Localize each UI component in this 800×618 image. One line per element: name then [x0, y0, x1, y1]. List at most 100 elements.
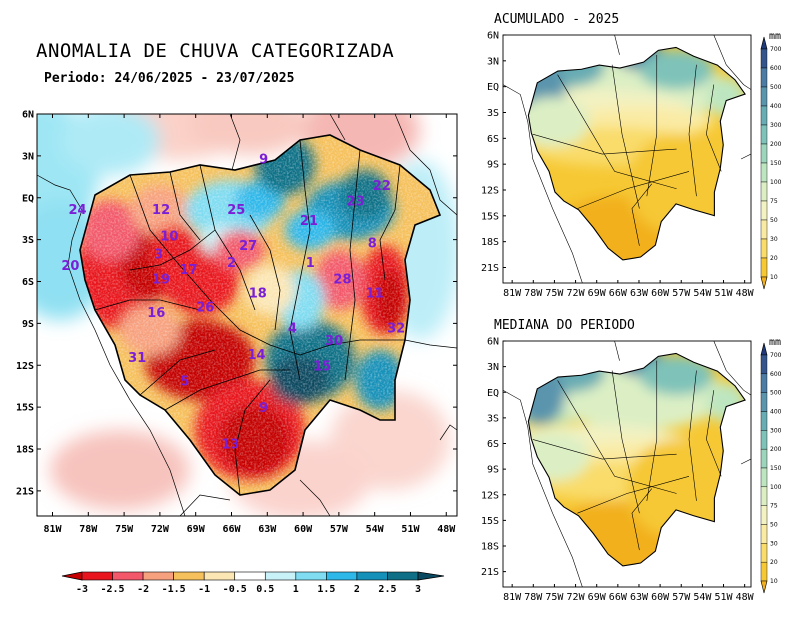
basin-label: 21 [300, 214, 318, 229]
lon-tick: 78W [524, 592, 543, 603]
basin-outline [527, 46, 746, 261]
precip-colorbar: mm 700 600 500 400 300 200 150 100 75 50 30 20 10 [760, 337, 782, 594]
boundaries [527, 46, 746, 261]
basin-label: 28 [333, 273, 351, 288]
main-lat-tick: 12S [16, 361, 34, 372]
colorbar-label: 600 [770, 371, 782, 378]
colorbar-cell [112, 571, 144, 581]
main-map-frame [36, 113, 458, 517]
precip-field [503, 35, 751, 283]
colorbar-label: 1 [293, 584, 299, 595]
basin-label: 31 [128, 351, 146, 366]
colorbar-label: 600 [770, 65, 782, 72]
colorbar-cell [760, 181, 768, 202]
lat-tick: 6S [487, 134, 499, 145]
boundaries [79, 134, 442, 496]
basin-label: 4 [288, 322, 297, 337]
colorbar-cell [760, 373, 768, 393]
colorbar-cell [760, 354, 768, 375]
main-lon-tick: 63W [258, 524, 277, 535]
basin-outline [527, 352, 746, 567]
basin-label: 13 [221, 437, 239, 452]
colorbar-cell [760, 561, 768, 582]
colorbar-unit: mm [769, 31, 781, 42]
colorbar-cell [760, 219, 768, 240]
colorbar-cell [760, 105, 768, 126]
colorbar-cell [760, 486, 768, 506]
main-lat-tick: 6S [22, 277, 34, 288]
colorbar-cell [760, 342, 768, 356]
colorbar-label: 400 [770, 103, 782, 110]
main-lon-tick: 78W [79, 524, 98, 535]
colorbar-cell [760, 86, 768, 107]
main-lat-tick: EQ [22, 193, 34, 204]
colorbar-label: 10 [770, 274, 778, 281]
main-lat-tick: 3N [22, 151, 34, 162]
lat-tick: 3S [487, 413, 499, 424]
main-lon-tick: 66W [222, 524, 241, 535]
precip-field [503, 341, 751, 587]
main-lon-tick: 75W [115, 524, 134, 535]
colorbar-cell [760, 124, 768, 145]
lon-tick: 57W [672, 288, 691, 299]
lat-tick: EQ [487, 82, 499, 93]
basin-label: 32 [387, 322, 405, 337]
colorbar-label: 30 [770, 236, 778, 243]
basin-label: 14 [247, 348, 265, 363]
lon-tick: 78W [524, 288, 543, 299]
basin-label: 5 [180, 375, 189, 390]
lon-tick: 81W [503, 592, 522, 603]
colorbar-cell [760, 448, 768, 469]
colorbar-label: -1.5 [162, 584, 186, 595]
lon-tick: 66W [609, 288, 628, 299]
main-lat-tick: 21S [16, 486, 34, 497]
lon-tick: 63W [630, 288, 649, 299]
colorbar-cell [264, 571, 297, 581]
colorbar-label: 700 [770, 352, 782, 359]
lon-tick: 54W [693, 288, 712, 299]
basin-label: 16 [147, 306, 165, 321]
lat-tick: 18S [481, 542, 499, 553]
colorbar-cell [234, 571, 266, 581]
main-lon-tick: 51W [401, 524, 420, 535]
lon-tick: 48W [736, 288, 755, 299]
colorbar-cell [760, 48, 768, 69]
coastline-country-borders [503, 35, 751, 283]
colorbar-cell [760, 505, 768, 525]
basin-label: 27 [239, 239, 257, 254]
colorbar-label: -0.5 [223, 584, 247, 595]
basin-label: 15 [313, 359, 331, 374]
basin-label: 19 [152, 273, 170, 288]
colorbar-label: 300 [770, 427, 782, 434]
colorbar-label: 100 [770, 179, 782, 186]
basin-label: 9 [259, 153, 268, 168]
colorbar-label: 300 [770, 122, 782, 129]
lat-tick: 6N [487, 337, 499, 348]
basin-label: 9 [259, 401, 268, 416]
map-frame [502, 34, 752, 284]
colorbar-cell [760, 430, 768, 450]
lon-tick: 81W [503, 288, 522, 299]
colorbar-label: 2.5 [378, 584, 396, 595]
anomaly-field [37, 114, 457, 516]
colorbar-cell [417, 571, 445, 581]
colorbar-cell [173, 571, 205, 581]
colorbar-label: 500 [770, 390, 782, 397]
lat-tick: 21S [481, 567, 499, 578]
colorbar-label: 200 [770, 446, 782, 453]
anomaly-colorbar: -3 -2.5 -2 -1.5 -1 -0.5 0.5 1 1.5 2 2.5 3 [61, 571, 445, 595]
lat-tick: 21S [481, 263, 499, 274]
colorbar-label: 150 [770, 160, 782, 167]
main-lon-tick: 48W [437, 524, 456, 535]
lon-tick: 72W [567, 288, 586, 299]
colorbar-cell [61, 571, 83, 581]
lat-tick: 18S [481, 237, 499, 248]
basin-label: 10 [160, 229, 178, 244]
accumulated-map-title: ACUMULADO - 2025 [494, 12, 620, 27]
colorbar-cell [326, 571, 358, 581]
basin-label: 22 [373, 179, 391, 194]
colorbar-label: -2 [137, 584, 149, 595]
basin-label: 25 [227, 203, 245, 218]
